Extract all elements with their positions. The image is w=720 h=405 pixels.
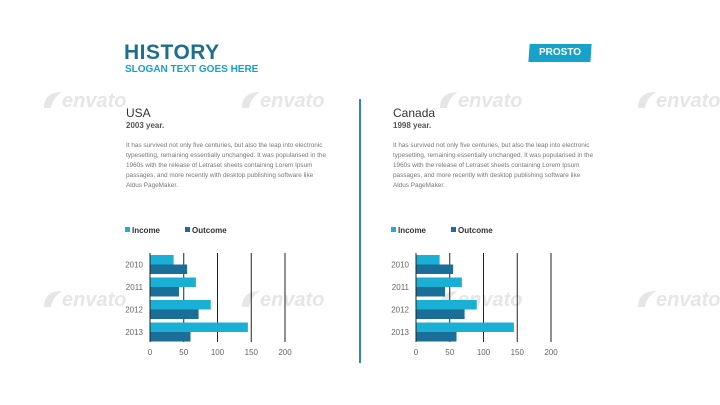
watermark-graphic: envato	[44, 90, 126, 112]
legend-item-income: Income	[391, 227, 426, 235]
legend-swatch-income	[391, 227, 396, 232]
column-divider	[359, 99, 361, 363]
watermark-text: envato	[260, 289, 324, 311]
column-title-usa: USA	[126, 106, 151, 120]
watermark-text: envato	[62, 90, 126, 112]
x-tick-label: 0	[414, 348, 419, 357]
watermark-text: envato	[656, 90, 720, 112]
bar-income	[150, 322, 248, 332]
watermark-leaf-icon	[440, 92, 458, 108]
watermark-graphic: envato	[638, 289, 720, 311]
brand-logo: PROSTO	[528, 44, 592, 62]
bar-income	[416, 300, 477, 310]
x-tick-label: 200	[544, 348, 558, 357]
watermark: envato	[40, 88, 160, 112]
x-tick-label: 200	[278, 348, 292, 357]
bar-income	[150, 277, 196, 287]
bar-outcome	[416, 309, 465, 319]
watermark-leaf-icon	[638, 92, 656, 108]
legend-label-income: Income	[398, 226, 427, 235]
y-tick-label: 2012	[125, 306, 143, 315]
legend-item-income: Income	[125, 227, 160, 235]
column-year-canada: 1998 year.	[393, 121, 432, 130]
watermark-text: envato	[458, 90, 522, 112]
page-title: HISTORY	[124, 41, 220, 64]
watermark-leaf-icon	[242, 92, 260, 108]
watermark: envato	[238, 88, 358, 112]
x-tick-label: 0	[148, 348, 153, 357]
legend-label-income: Income	[132, 226, 161, 235]
bar-outcome	[150, 287, 180, 297]
legend-swatch-outcome	[451, 227, 456, 232]
legend-swatch-income	[125, 227, 130, 232]
bar-outcome	[150, 309, 199, 319]
brand-logo-text: PROSTO	[538, 47, 582, 58]
watermark-text: envato	[656, 289, 720, 311]
watermark-leaf-icon	[44, 92, 62, 108]
legend-label-outcome: Outcome	[458, 226, 493, 235]
watermark: envato	[436, 88, 556, 112]
bar-chart-usa: 0 50 100 150 200 2010 2011 2012 2013	[125, 253, 292, 357]
column-body-canada: It has survived not only five centuries,…	[393, 142, 594, 189]
x-tick-label: 100	[211, 348, 225, 357]
y-tick-label: 2011	[392, 283, 410, 292]
watermark-graphic: envato	[440, 90, 522, 112]
watermark: envato	[40, 287, 160, 311]
legend-item-outcome: Outcome	[185, 227, 227, 235]
bar-income	[416, 277, 462, 287]
watermark-graphic: envato	[44, 289, 126, 311]
x-tick-label: 150	[245, 348, 259, 357]
x-tick-label: 50	[445, 348, 454, 357]
bar-chart-canada: 0 50 100 150 200 2010 2011 2012 2013	[391, 253, 558, 357]
bar-outcome	[150, 332, 191, 342]
watermark-leaf-icon	[638, 291, 656, 307]
column-body-usa: It has survived not only five centuries,…	[126, 142, 327, 189]
bar-outcome	[150, 264, 188, 274]
y-tick-label: 2013	[125, 328, 143, 337]
watermark-graphic: envato	[638, 90, 720, 112]
page-subtitle: SLOGAN TEXT GOES HERE	[125, 64, 259, 75]
y-tick-label: 2010	[125, 261, 143, 270]
bar-income	[150, 255, 174, 265]
bar-income	[416, 255, 440, 265]
column-year-usa: 2003 year.	[126, 121, 165, 130]
watermark: envato	[634, 88, 720, 112]
y-tick-label: 2012	[391, 306, 409, 315]
watermark-graphic: envato	[242, 90, 324, 112]
bar-income	[416, 322, 514, 332]
watermark-text: envato	[260, 90, 324, 112]
y-tick-label: 2011	[126, 283, 144, 292]
legend-swatch-outcome	[185, 227, 190, 232]
y-tick-label: 2013	[391, 328, 409, 337]
watermark-leaf-icon	[44, 291, 62, 307]
y-tick-label: 2010	[391, 261, 409, 270]
watermark: envato	[634, 287, 720, 311]
bar-outcome	[416, 332, 457, 342]
bar-outcome	[416, 264, 454, 274]
watermark-text: envato	[62, 289, 126, 311]
bar-outcome	[416, 287, 446, 297]
column-title-canada: Canada	[393, 106, 436, 120]
x-tick-label: 50	[179, 348, 188, 357]
x-tick-label: 150	[511, 348, 525, 357]
bar-income	[150, 300, 211, 310]
x-tick-label: 100	[477, 348, 491, 357]
legend-label-outcome: Outcome	[192, 226, 227, 235]
legend-item-outcome: Outcome	[451, 227, 493, 235]
